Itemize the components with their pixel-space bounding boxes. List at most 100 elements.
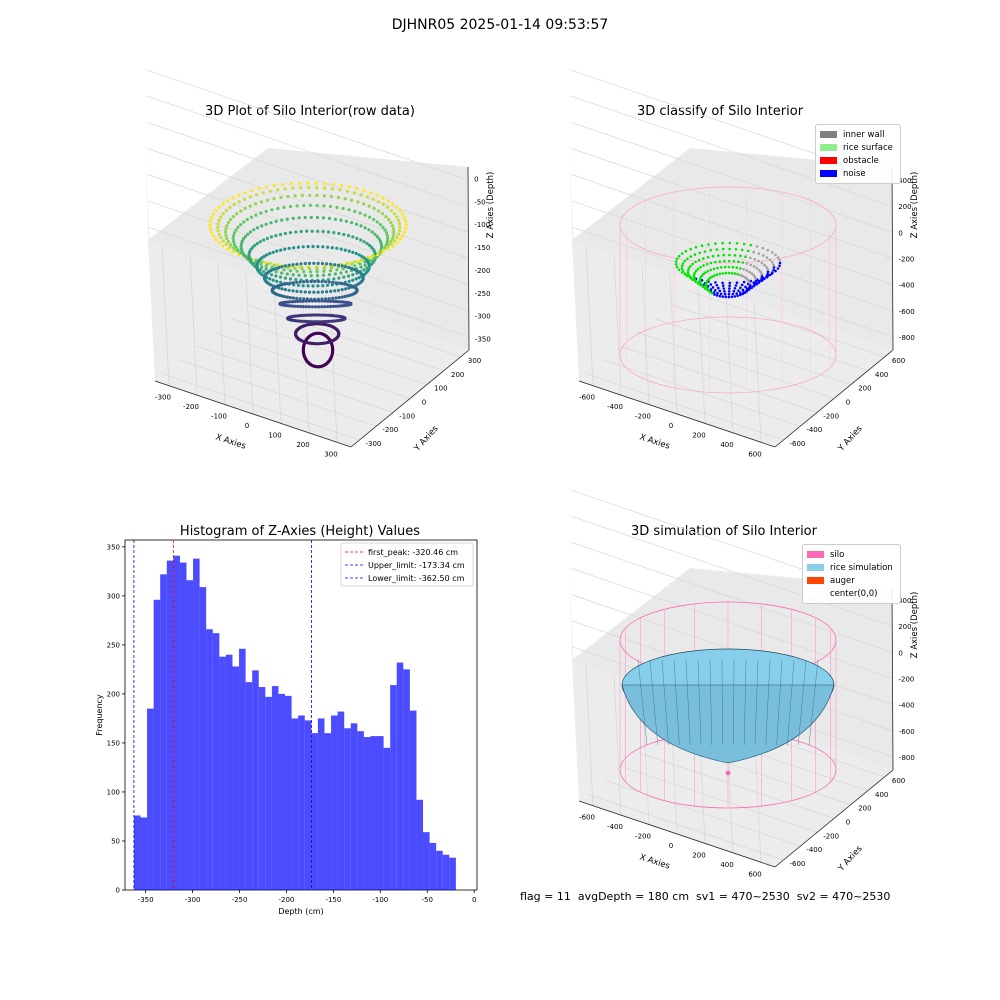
data-point	[262, 270, 266, 274]
data-point	[338, 188, 342, 192]
data-point	[288, 300, 292, 304]
data-point	[272, 197, 276, 201]
data-point	[373, 232, 377, 236]
data-point	[349, 302, 353, 306]
classified-point	[748, 270, 751, 274]
histogram-bar	[311, 733, 318, 890]
data-point	[337, 231, 341, 236]
data-point	[313, 305, 318, 309]
data-point	[274, 274, 278, 278]
data-point	[354, 222, 359, 226]
grid-line	[180, 359, 377, 427]
legend-label: obstacle	[843, 155, 879, 166]
data-point	[310, 305, 314, 309]
data-point	[278, 275, 283, 279]
data-point	[359, 193, 363, 197]
histogram-bar	[219, 656, 226, 890]
classified-point	[752, 273, 755, 277]
data-point	[321, 284, 325, 288]
data-point	[293, 304, 297, 308]
data-point	[391, 227, 396, 231]
data-point	[347, 265, 351, 270]
histogram-bar	[429, 842, 437, 890]
data-point	[239, 247, 243, 251]
y-tick-label: -100	[399, 412, 415, 420]
data-point	[285, 282, 289, 286]
z-tick-label: 0	[898, 649, 902, 657]
data-point	[357, 253, 361, 257]
grid-line	[697, 282, 706, 424]
data-point	[329, 195, 333, 199]
data-point	[317, 299, 321, 303]
data-point	[333, 217, 337, 221]
data-point	[300, 267, 304, 271]
histogram-bar	[357, 731, 364, 890]
data-point	[370, 230, 374, 234]
classified-point	[727, 271, 731, 275]
grid-line	[637, 332, 835, 399]
data-point	[330, 246, 334, 250]
histogram-bar	[258, 687, 266, 890]
classify-plot-title: 3D classify of Silo Interior	[636, 104, 804, 119]
classified-point	[691, 278, 694, 282]
data-point	[251, 245, 255, 249]
histogram-panel: -350 -300 -250 -200 -150 -100 -50 0 0 50 100 150 200…	[95, 539, 478, 916]
data-point	[211, 212, 215, 216]
data-point	[224, 227, 228, 231]
classified-point	[776, 256, 780, 259]
data-point	[396, 218, 401, 222]
classified-point	[717, 286, 720, 290]
data-point	[248, 204, 252, 208]
data-point	[370, 262, 374, 266]
data-point	[301, 299, 305, 303]
data-point	[241, 252, 246, 256]
x-tick-label: 400	[720, 861, 733, 869]
data-point	[283, 276, 287, 280]
data-point	[340, 282, 344, 286]
data-point	[316, 245, 320, 249]
legend-swatch	[820, 157, 837, 164]
data-point	[221, 212, 225, 216]
data-point	[297, 181, 302, 185]
legend-item-inner-wall: inner wall	[820, 128, 896, 141]
classified-point	[694, 280, 698, 283]
data-point	[395, 205, 399, 209]
grid-line	[571, 148, 893, 259]
data-point	[232, 248, 236, 252]
x-tick-label: -100	[372, 896, 388, 904]
histogram-bar	[278, 693, 286, 890]
grid-line	[571, 226, 894, 338]
data-point	[354, 277, 358, 281]
data-point	[239, 242, 243, 246]
classified-point	[749, 284, 752, 288]
data-point	[356, 200, 360, 204]
classified-point	[709, 288, 713, 291]
grid-line	[688, 290, 885, 358]
data-point	[312, 261, 316, 265]
classified-point	[723, 290, 726, 293]
data-point	[295, 289, 299, 293]
data-point	[255, 241, 259, 246]
data-point	[255, 193, 259, 197]
data-point	[311, 244, 315, 249]
classified-point	[759, 270, 762, 274]
classified-point	[735, 292, 738, 295]
data-point	[302, 203, 306, 208]
data-point	[241, 237, 246, 241]
data-point	[295, 262, 299, 266]
data-point	[294, 278, 298, 282]
histogram-bar	[390, 685, 397, 890]
classified-point	[728, 247, 731, 251]
data-point	[363, 226, 367, 230]
data-point	[305, 229, 309, 233]
x-tick-label: -200	[183, 403, 199, 411]
data-point	[214, 209, 218, 213]
data-point	[386, 237, 390, 241]
histogram-bar	[252, 670, 259, 890]
grid-line	[197, 346, 394, 413]
data-point	[368, 215, 372, 219]
surface-mesh	[744, 659, 747, 746]
legend-label: Upper_limit: -173.34 cm	[368, 561, 465, 570]
histogram-bar	[363, 737, 371, 890]
data-point	[362, 189, 366, 193]
